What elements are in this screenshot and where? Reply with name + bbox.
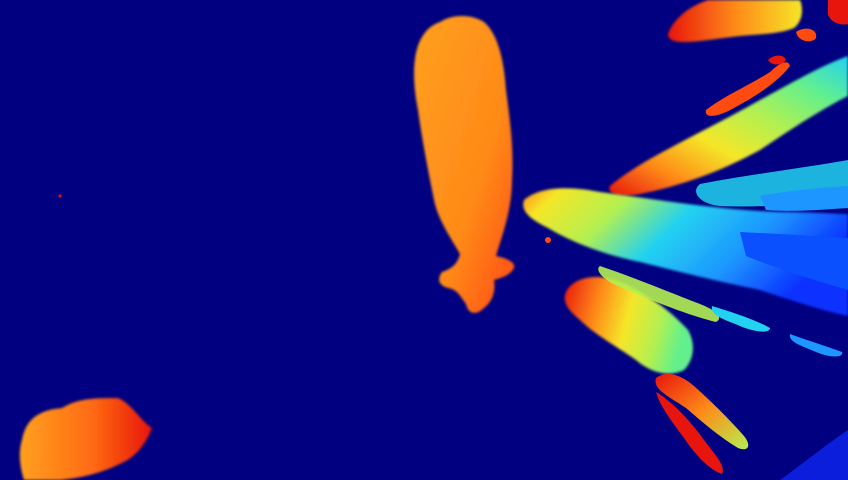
surface-streak-upper-edge [705,62,790,116]
object-top-right [668,0,802,42]
surface-ray-bottom [655,373,749,450]
small-speck-upper [768,55,786,65]
surface-ray-far [740,232,848,290]
surface-streak-lower-cyan [711,306,770,332]
object-top-right-edge [828,0,848,25]
near-object-center-figure [414,16,515,313]
surface-streak-lower [598,266,720,322]
far-region-bottom-right [780,430,848,480]
near-object-lower-right [564,277,693,374]
noise-speck [58,194,62,198]
near-object-bottom-left [19,398,153,480]
surface-ray-blue-band [760,186,848,211]
near-edge-bottom [656,392,723,474]
noise-speck [545,237,551,243]
surface-ray-main [523,188,848,316]
object-top-right-speck [796,28,817,42]
surface-streak-upper [609,56,848,196]
surface-streak-lower-blue [789,334,843,357]
